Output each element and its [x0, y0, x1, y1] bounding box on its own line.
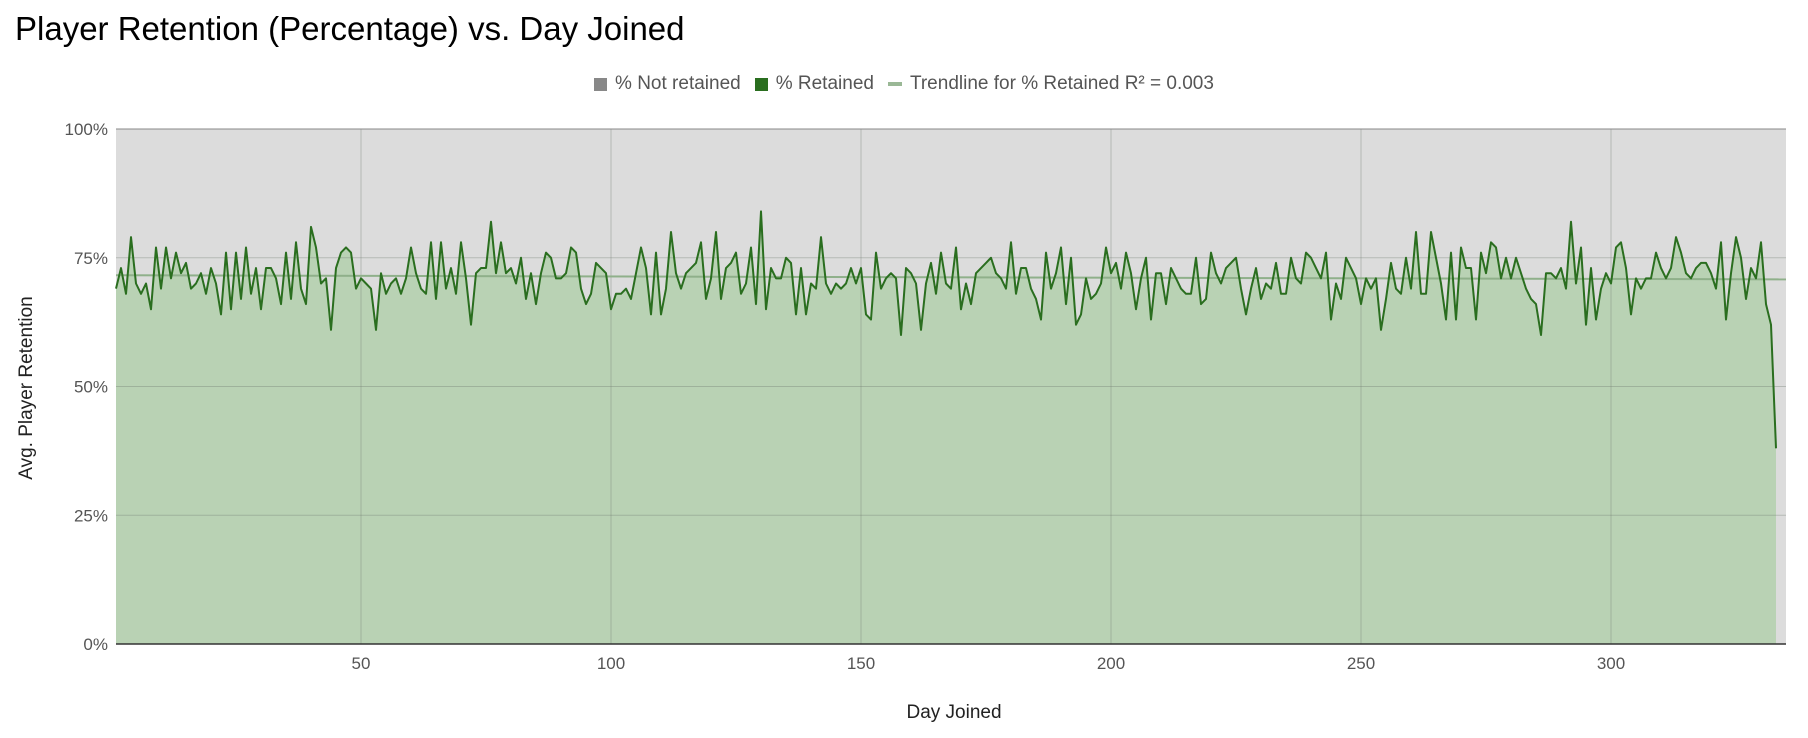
legend-label-not-retained: % Not retained: [615, 73, 741, 94]
x-tick-labels: 50 100 150 200 250 300: [352, 654, 1626, 673]
legend-swatch-trendline: [887, 82, 902, 86]
x-tick-label-4: 250: [1347, 654, 1375, 673]
x-tick-label-0: 50: [352, 654, 371, 673]
y-tick-label-1: 25%: [74, 506, 108, 525]
y-tick-labels: 0% 25% 50% 75% 100%: [65, 120, 108, 654]
x-tick-label-5: 300: [1597, 654, 1625, 673]
y-tick-label-4: 100%: [65, 120, 108, 139]
retained-line: [115, 210, 1777, 449]
y-tick-label-0: 0%: [83, 635, 108, 654]
x-tick-label-2: 150: [847, 654, 875, 673]
legend-label-trendline: Trendline for % Retained R² = 0.003: [909, 73, 1214, 94]
legend-item-retained[interactable]: % Retained: [754, 73, 874, 95]
legend-swatch-not-retained: [594, 77, 608, 91]
x-tick-label-3: 200: [1097, 654, 1125, 673]
axes: [116, 128, 1786, 645]
trendline: [115, 274, 1787, 281]
x-tick-label-1: 100: [597, 654, 625, 673]
y-tick-label-3: 75%: [74, 249, 108, 268]
retained-area: [116, 211, 1776, 644]
retained-line-layer: [115, 210, 1777, 449]
legend-label-retained: % Retained: [775, 73, 874, 94]
legend-item-trendline[interactable]: Trendline for % Retained R² = 0.003: [887, 73, 1214, 95]
legend-swatch-retained: [754, 77, 768, 91]
chart-title: Player Retention (Percentage) vs. Day Jo…: [15, 10, 685, 47]
trendline-layer: [115, 274, 1787, 281]
legend-item-not-retained[interactable]: % Not retained: [594, 73, 741, 95]
y-tick-label-2: 50%: [74, 378, 108, 397]
x-axis-label: Day Joined: [906, 702, 1001, 723]
y-axis-label: Avg. Player Retention: [16, 296, 37, 479]
retained-area-layer: [116, 211, 1776, 644]
legend: % Not retained % Retained Trendline for …: [0, 70, 1808, 98]
